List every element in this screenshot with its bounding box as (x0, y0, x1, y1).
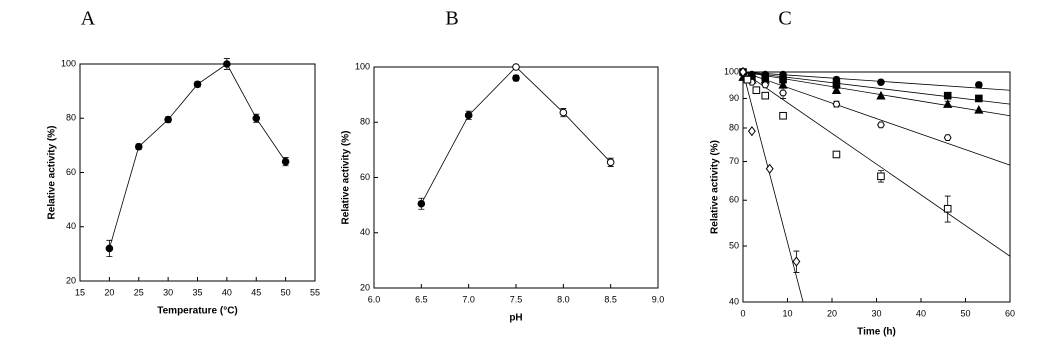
marker (779, 89, 787, 97)
marker (606, 158, 615, 167)
y-tick-label: 20 (66, 275, 76, 285)
x-tick-label: 50 (960, 308, 970, 318)
marker (752, 86, 761, 95)
y-tick-label: 50 (729, 240, 739, 250)
marker (743, 75, 752, 84)
fit-line (742, 71, 1011, 166)
y-tick-label: 40 (360, 227, 370, 237)
marker (877, 121, 885, 129)
y-tick-label: 20 (360, 282, 370, 292)
fit-line (742, 71, 1011, 257)
x-tick-label: 20 (104, 287, 114, 297)
marker (877, 78, 885, 87)
marker (792, 256, 801, 267)
y-tick-label: 60 (360, 172, 370, 182)
fit-line (742, 71, 804, 303)
x-tick-label: 8.0 (557, 294, 570, 304)
x-tick-label: 50 (281, 287, 291, 297)
marker (943, 91, 952, 100)
fit-line (742, 71, 1011, 105)
x-tick-label: 0 (740, 308, 745, 318)
marker (975, 81, 983, 89)
x-tick-label: 15 (75, 287, 85, 297)
y-tick-label: 80 (729, 122, 739, 132)
marker (975, 94, 983, 103)
plot-frame (742, 71, 1011, 303)
marker (876, 90, 886, 100)
x-tick-label: 10 (782, 308, 792, 318)
marker (512, 63, 520, 71)
marker (105, 244, 114, 253)
marker (877, 172, 885, 181)
marker (417, 199, 426, 208)
x-tick-label: 6.0 (368, 294, 381, 304)
x-tick-label: 40 (222, 287, 232, 297)
marker (193, 80, 202, 89)
x-tick-label: 35 (192, 287, 202, 297)
marker (943, 204, 952, 213)
marker (739, 66, 747, 78)
y-tick-label: 90 (729, 93, 739, 103)
y-tick-label: 70 (729, 156, 739, 166)
marker (164, 115, 172, 124)
x-tick-label: 8.5 (604, 294, 617, 304)
x-tick-label: 20 (827, 308, 837, 318)
y-tick-label: 100 (724, 66, 739, 76)
marker (252, 114, 261, 123)
marker (831, 85, 842, 95)
plot-frame (79, 63, 316, 282)
y-tick-label: 80 (66, 113, 76, 123)
marker (512, 74, 520, 82)
y-tick-label: 40 (66, 221, 76, 231)
x-tick-label: 7.5 (510, 294, 523, 304)
x-tick-label: 7.0 (462, 294, 475, 304)
x-axis-title: Temperature (°C) (157, 306, 238, 317)
marker (761, 81, 770, 89)
marker (559, 108, 568, 117)
x-tick-label: 30 (163, 287, 173, 297)
fit-line (420, 66, 611, 204)
y-axis-title: Relative activity (%) (710, 140, 721, 234)
marker (747, 126, 756, 137)
y-tick-label: 60 (729, 195, 739, 205)
marker (832, 100, 841, 108)
marker (134, 142, 143, 151)
marker (281, 157, 290, 166)
plot-frame (373, 66, 659, 289)
fit-line (742, 71, 1011, 117)
y-tick-label: 80 (360, 117, 370, 127)
x-tick-label: 55 (310, 287, 320, 297)
y-tick-label: 60 (66, 167, 76, 177)
x-tick-label: 30 (871, 308, 881, 318)
marker (943, 134, 952, 141)
marker (832, 150, 841, 159)
y-axis-title: Relative activity (%) (47, 126, 58, 220)
x-tick-label: 6.5 (415, 294, 428, 304)
panel-label: B (445, 8, 458, 30)
y-tick-label: 40 (729, 296, 739, 306)
x-tick-label: 60 (1005, 308, 1015, 318)
y-tick-label: 100 (61, 58, 76, 68)
marker (464, 111, 473, 120)
marker (765, 163, 774, 174)
marker (974, 104, 984, 114)
x-tick-label: 40 (916, 308, 926, 318)
marker (779, 111, 787, 120)
fit-line (742, 71, 1011, 91)
panel-label: A (81, 8, 96, 30)
marker (943, 99, 953, 108)
x-tick-label: 25 (134, 287, 144, 297)
marker (223, 60, 231, 68)
x-tick-label: 45 (251, 287, 261, 297)
x-axis-title: Time (h) (857, 327, 896, 338)
x-tick-label: 9.0 (652, 294, 665, 304)
x-axis-title: pH (509, 313, 522, 324)
y-tick-label: 100 (355, 61, 370, 71)
y-axis-title: Relative activity (%) (341, 131, 352, 225)
panel-label: C (778, 8, 791, 30)
series-line (108, 63, 286, 249)
marker (761, 91, 770, 100)
